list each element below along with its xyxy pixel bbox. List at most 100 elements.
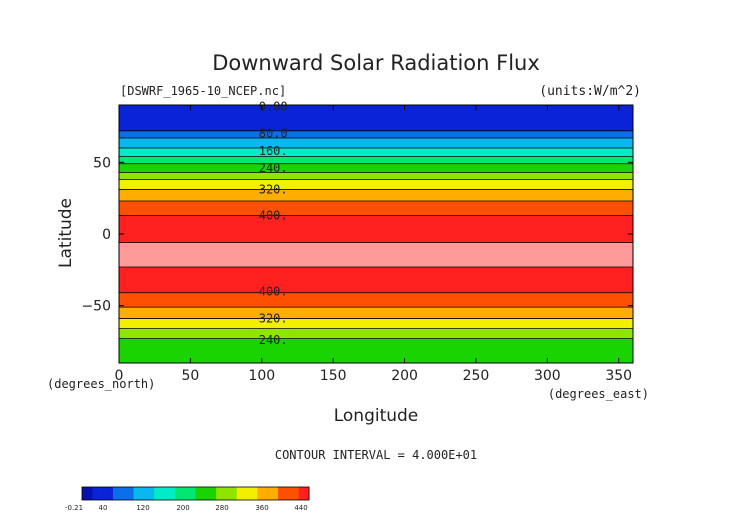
contour-band <box>119 137 633 148</box>
x-tick-label: 150 <box>320 368 347 384</box>
contour-label: 240. <box>259 161 288 175</box>
colorbar-segment <box>205 487 212 500</box>
colorbar-segment <box>262 487 269 500</box>
x-tick-label: 250 <box>463 368 490 384</box>
contour-band <box>119 201 633 216</box>
colorbar-segment <box>200 487 207 500</box>
colorbar-segment <box>236 487 243 500</box>
contour-band <box>119 172 633 180</box>
colorbar-segment <box>185 487 191 500</box>
colorbar-segment <box>241 487 248 500</box>
colorbar-tick-label: 120 <box>136 504 149 512</box>
x-unit-label: (degrees_east) <box>548 387 649 401</box>
contour-band <box>119 156 633 164</box>
y-axis-ticks: −50 0 50 <box>81 155 633 315</box>
contour-band <box>119 318 633 329</box>
contour-band <box>119 242 633 267</box>
source-file-label: [DSWRF_1965-10_NCEP.nc] <box>120 84 286 98</box>
contour-label: 320. <box>259 312 288 326</box>
contour-band <box>119 189 633 202</box>
colorbar-segment <box>164 487 171 500</box>
contour-band <box>119 266 633 293</box>
contour-label: 80.0 <box>259 127 288 141</box>
units-label: (units:W/m^2) <box>539 84 641 99</box>
colorbar-segment <box>288 487 295 500</box>
y-axis-label: Latitude <box>56 198 76 268</box>
colorbar-segment <box>226 487 233 500</box>
colorbar-segment <box>149 487 155 500</box>
colorbar-segment <box>257 487 264 500</box>
colorbar-segment <box>293 487 300 500</box>
colorbar-segment <box>180 487 186 500</box>
colorbar-segment <box>247 487 253 500</box>
colorbar-segment <box>143 487 150 500</box>
colorbar-segment <box>159 487 166 500</box>
y-tick-label: 0 <box>102 227 111 243</box>
contour-band <box>119 307 633 319</box>
colorbar-tick-label: 440 <box>294 504 307 512</box>
colorbar-segment <box>133 487 140 500</box>
colorbar-segment <box>82 487 88 500</box>
colorbar-segment <box>231 487 238 500</box>
colorbar-segment <box>283 487 289 500</box>
colorbar: -0.21 40 120 200 280 360 440 <box>65 486 310 512</box>
contour-band <box>119 148 633 157</box>
x-tick-label: 300 <box>534 368 561 384</box>
contour-band <box>119 215 633 243</box>
colorbar-segment <box>107 487 114 500</box>
colorbar-segment <box>298 487 305 500</box>
y-tick-label: 50 <box>93 155 111 171</box>
colorbar-tick-label: 360 <box>255 504 268 512</box>
colorbar-tick-label: -0.21 <box>65 504 83 512</box>
colorbar-tick-label: 200 <box>176 504 189 512</box>
contour-band <box>119 163 633 173</box>
contour-label: 160. <box>259 144 288 158</box>
x-tick-label: 100 <box>248 368 275 384</box>
contour-band <box>119 338 633 363</box>
colorbar-segment <box>87 487 93 500</box>
colorbar-segment <box>278 487 284 500</box>
colorbar-tick-label: 280 <box>215 504 228 512</box>
contour-label: 400. <box>259 284 288 298</box>
x-axis-label: Longitude <box>334 406 419 426</box>
colorbar-segment <box>195 487 202 500</box>
colorbar-segment <box>169 487 176 500</box>
x-tick-label: 50 <box>181 368 199 384</box>
contour-band <box>119 105 633 131</box>
colorbar-segment <box>123 487 129 500</box>
colorbar-segment <box>252 487 258 500</box>
colorbar-segment <box>97 487 104 500</box>
contour-band <box>119 179 633 190</box>
contour-band <box>119 130 633 138</box>
contour-bands <box>119 105 633 363</box>
contour-label: 240. <box>259 333 288 347</box>
colorbar-segment <box>221 487 227 500</box>
contour-label: 320. <box>259 183 288 197</box>
colorbar-segment <box>272 487 279 500</box>
contour-interval-label: CONTOUR INTERVAL = 4.000E+01 <box>275 448 477 462</box>
colorbar-segment <box>190 487 196 500</box>
x-tick-label: 350 <box>605 368 632 384</box>
colorbar-segment <box>216 487 222 500</box>
y-tick-label: −50 <box>81 299 111 315</box>
colorbar-segment <box>303 487 310 500</box>
colorbar-segment <box>138 487 145 500</box>
colorbar-segment <box>128 487 135 500</box>
contour-label: 400. <box>259 208 288 222</box>
colorbar-segment <box>92 487 98 500</box>
colorbar-tick-label: 40 <box>99 504 108 512</box>
colorbar-segment <box>267 487 274 500</box>
colorbar-segment <box>174 487 181 500</box>
contour-band <box>119 328 633 339</box>
y-unit-label: (degrees_north) <box>47 377 155 391</box>
colorbar-segment <box>118 487 124 500</box>
chart-title: Downward Solar Radiation Flux <box>212 51 540 75</box>
contour-band <box>119 292 633 308</box>
x-tick-label: 0 <box>115 368 124 384</box>
colorbar-segment <box>210 487 217 500</box>
x-axis-ticks: 0 50 100 150 200 250 300 350 <box>115 105 632 384</box>
colorbar-frame <box>81 486 310 501</box>
contour-label: 0.00 <box>259 99 288 113</box>
colorbar-segment <box>154 487 160 500</box>
